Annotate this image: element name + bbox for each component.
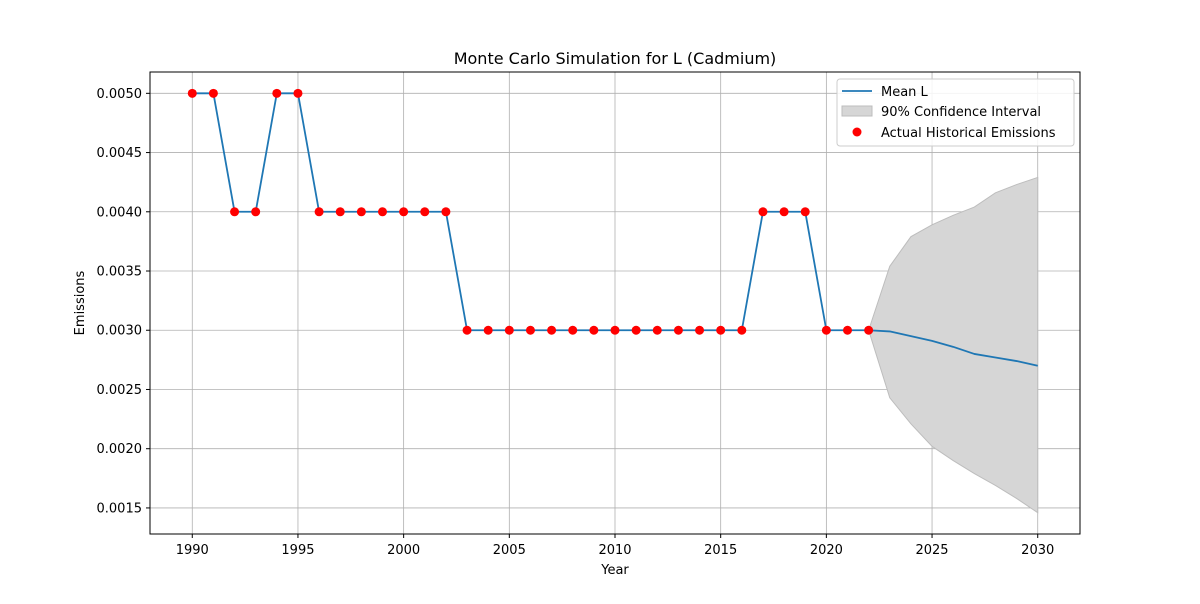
historical-point (568, 325, 578, 335)
historical-point (356, 207, 366, 217)
historical-point (800, 207, 810, 217)
y-tick-label: 0.0030 (97, 324, 143, 339)
x-tick-label: 2005 (493, 543, 526, 558)
historical-point (652, 325, 662, 335)
chart-title: Monte Carlo Simulation for L (Cadmium) (454, 49, 777, 68)
y-tick-label: 0.0050 (97, 87, 143, 102)
historical-point (525, 325, 535, 335)
historical-point (864, 325, 874, 335)
historical-point (695, 325, 705, 335)
x-tick-label: 2030 (1021, 543, 1054, 558)
historical-points-layer (187, 88, 874, 335)
historical-point (293, 88, 303, 98)
x-tick-label: 2000 (387, 543, 420, 558)
legend: Mean L 90% Confidence Interval Actual Hi… (836, 78, 1075, 147)
legend-confidence-swatch (841, 105, 873, 117)
x-axis-label: Year (600, 563, 629, 578)
historical-point (610, 325, 620, 335)
legend-confidence-label: 90% Confidence Interval (881, 105, 1041, 120)
historical-point (314, 207, 324, 217)
historical-point (631, 325, 641, 335)
historical-point (272, 88, 282, 98)
x-tick-label: 2010 (598, 543, 631, 558)
historical-point (187, 88, 197, 98)
y-axis-label: Emissions (73, 270, 88, 335)
historical-point (441, 207, 451, 217)
x-tick-label: 2015 (704, 543, 737, 558)
historical-point (251, 207, 261, 217)
x-tick-label: 1990 (176, 543, 209, 558)
historical-point (208, 88, 218, 98)
historical-point (378, 207, 387, 217)
historical-point (737, 325, 747, 335)
y-tick-label: 0.0035 (97, 265, 143, 280)
x-tick-label: 2020 (810, 543, 843, 558)
historical-point (673, 325, 683, 335)
y-tick-label: 0.0045 (97, 146, 143, 161)
tick-layer: 1990 1995 2000 2005 2010 2015 2020 2025 2030 0.00… (97, 87, 1055, 558)
x-tick-label: 1995 (281, 543, 314, 558)
y-tick-label: 0.0040 (97, 205, 143, 220)
historical-point (483, 325, 493, 335)
y-tick-label: 0.0025 (97, 383, 143, 398)
legend-historical-label: Actual Historical Emissions (881, 126, 1056, 141)
legend-historical-swatch (852, 127, 862, 137)
historical-point (821, 325, 831, 335)
historical-point (547, 325, 557, 335)
y-tick-label: 0.0020 (97, 442, 143, 457)
confidence-band (868, 176, 1039, 514)
historical-point (843, 325, 852, 335)
legend-frame (836, 78, 1075, 147)
historical-point (420, 207, 430, 217)
historical-point (399, 207, 409, 217)
y-tick-label: 0.0015 (97, 501, 143, 516)
x-tick-label: 2025 (915, 543, 948, 558)
historical-point (504, 325, 514, 335)
historical-point (716, 325, 726, 335)
historical-point (335, 207, 345, 217)
historical-point (589, 325, 599, 335)
historical-point (758, 207, 768, 217)
confidence-band-layer (868, 176, 1039, 514)
historical-point (230, 207, 240, 217)
historical-point (779, 207, 789, 217)
legend-mean-label: Mean L (881, 85, 929, 100)
historical-point (462, 325, 472, 335)
